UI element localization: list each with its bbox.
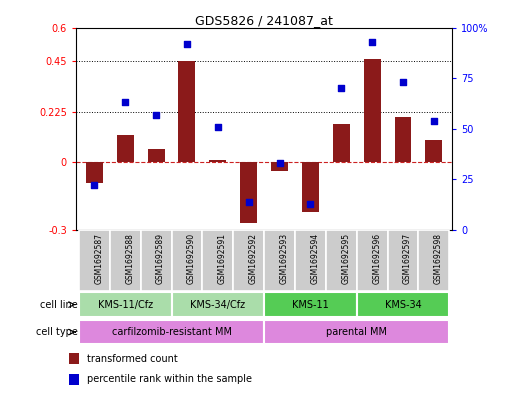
Bar <box>271 162 288 171</box>
Text: GSM1692596: GSM1692596 <box>372 233 381 284</box>
Bar <box>79 320 264 344</box>
Text: carfilzomib-resistant MM: carfilzomib-resistant MM <box>111 327 232 337</box>
Text: GSM1692598: GSM1692598 <box>434 233 443 284</box>
Bar <box>264 292 357 317</box>
Text: GSM1692589: GSM1692589 <box>156 233 165 284</box>
Point <box>152 111 160 118</box>
Point <box>276 160 284 166</box>
Bar <box>394 118 412 162</box>
Bar <box>326 230 357 291</box>
Text: GSM1692591: GSM1692591 <box>218 233 227 284</box>
Bar <box>333 124 350 162</box>
Point <box>121 99 129 106</box>
Bar <box>178 61 196 162</box>
Text: percentile rank within the sample: percentile rank within the sample <box>87 374 252 384</box>
Bar <box>418 230 449 291</box>
Bar <box>357 292 449 317</box>
Text: transformed count: transformed count <box>87 354 178 364</box>
Bar <box>117 136 134 162</box>
Point <box>306 200 315 207</box>
Bar <box>264 320 449 344</box>
Bar <box>295 230 326 291</box>
Text: cell type: cell type <box>36 327 77 337</box>
Point <box>183 40 191 47</box>
Bar <box>69 353 79 364</box>
Text: KMS-11/Cfz: KMS-11/Cfz <box>98 299 153 310</box>
Text: GSM1692592: GSM1692592 <box>248 233 258 284</box>
Text: KMS-34/Cfz: KMS-34/Cfz <box>190 299 245 310</box>
Bar <box>357 230 388 291</box>
Point <box>90 182 98 189</box>
Bar <box>202 230 233 291</box>
Bar <box>388 230 418 291</box>
Text: GSM1692594: GSM1692594 <box>311 233 320 284</box>
Point <box>399 79 407 85</box>
Bar <box>264 230 295 291</box>
Bar <box>147 149 165 162</box>
Bar <box>141 230 172 291</box>
Text: GSM1692597: GSM1692597 <box>403 233 412 284</box>
Bar <box>79 292 172 317</box>
Bar <box>363 59 381 162</box>
Bar <box>233 230 264 291</box>
Bar <box>172 292 264 317</box>
Bar <box>302 162 319 212</box>
Bar <box>425 140 442 162</box>
Text: KMS-34: KMS-34 <box>384 299 422 310</box>
Point <box>337 85 346 91</box>
Bar <box>240 162 257 223</box>
Text: GSM1692595: GSM1692595 <box>342 233 350 284</box>
Bar <box>172 230 202 291</box>
Text: KMS-11: KMS-11 <box>292 299 329 310</box>
Point <box>244 198 253 205</box>
Point <box>430 118 438 124</box>
Text: GSM1692588: GSM1692588 <box>125 233 134 284</box>
Text: parental MM: parental MM <box>326 327 387 337</box>
Title: GDS5826 / 241087_at: GDS5826 / 241087_at <box>195 15 333 28</box>
Point <box>213 123 222 130</box>
Bar <box>69 374 79 385</box>
Text: cell line: cell line <box>40 299 77 310</box>
Text: GSM1692590: GSM1692590 <box>187 233 196 284</box>
Bar <box>110 230 141 291</box>
Text: GSM1692593: GSM1692593 <box>280 233 289 284</box>
Point <box>368 39 377 45</box>
Bar <box>79 230 110 291</box>
Text: GSM1692587: GSM1692587 <box>94 233 104 284</box>
Bar <box>86 162 103 183</box>
Bar <box>209 160 226 162</box>
